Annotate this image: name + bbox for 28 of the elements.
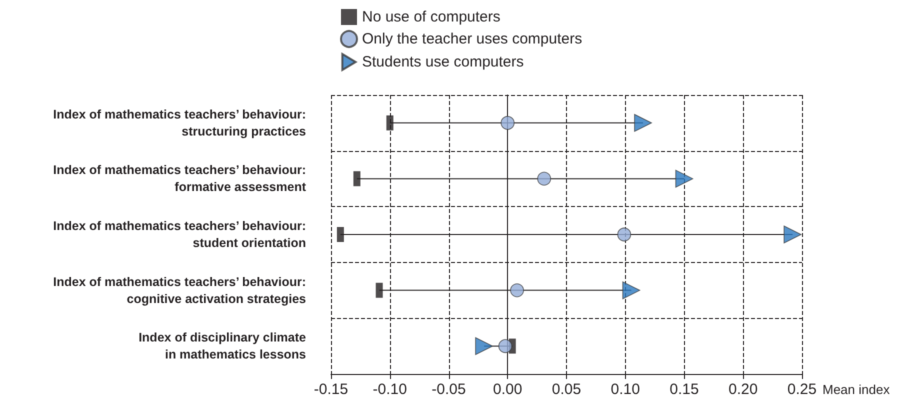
y-tick-label: Index of mathematics teachers’ behaviour: student orientation — [53, 219, 306, 250]
x-tick-label: 0.05 — [552, 381, 582, 398]
point — [498, 339, 512, 353]
point — [500, 116, 515, 130]
y-tick-label: Index of mathematics teachers’ behaviour: structuring practices — [53, 107, 306, 138]
legend-label: Only the teacher uses computers — [362, 30, 582, 48]
x-tick-label: 0.15 — [670, 381, 699, 398]
legend-label: No use of computers — [362, 8, 500, 26]
point — [784, 226, 802, 244]
x-tick-label: -0.15 — [314, 381, 348, 398]
x-tick-label: 0.25 — [787, 381, 817, 398]
x-tick-label: 0.20 — [728, 381, 758, 398]
y-tick-label: Index of mathematics teachers’ behaviour: formative assessment — [53, 163, 307, 194]
legend-label: Students use computers — [362, 54, 524, 70]
x-axis-title: Mean index — [822, 382, 890, 397]
x-tick-label: -0.05 — [432, 381, 466, 398]
point — [537, 172, 552, 186]
point — [475, 337, 493, 355]
point — [510, 283, 524, 298]
x-tick-label: -0.10 — [372, 381, 407, 398]
point — [675, 170, 694, 188]
x-tick-label: 0.00 — [493, 381, 522, 398]
x-tick-label: 0.10 — [610, 381, 640, 398]
y-tick-label: Index of mathematics teachers’ behaviour: cognitive activation strategies — [53, 274, 306, 306]
point — [622, 281, 640, 300]
point — [617, 228, 632, 242]
y-tick-label: Index of disciplinary climate in mathematics lessons — [138, 330, 306, 362]
point — [634, 114, 652, 132]
